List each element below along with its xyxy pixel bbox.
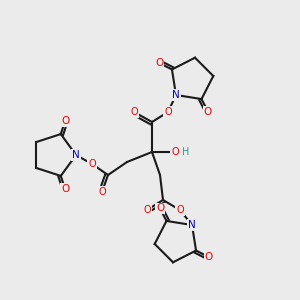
Text: N: N (72, 150, 80, 160)
Text: O: O (156, 203, 164, 214)
Text: O: O (176, 205, 184, 215)
Text: O: O (155, 58, 164, 68)
Text: O: O (130, 107, 138, 117)
Text: N: N (188, 220, 196, 230)
Text: O: O (61, 184, 69, 194)
Text: O: O (143, 205, 151, 215)
Text: O: O (98, 187, 106, 197)
Text: O: O (171, 147, 179, 157)
Text: O: O (88, 159, 96, 169)
Text: O: O (164, 107, 172, 117)
Text: O: O (204, 252, 213, 262)
Text: O: O (204, 106, 212, 116)
Text: H: H (182, 147, 190, 157)
Text: N: N (172, 90, 180, 100)
Text: O: O (61, 116, 69, 126)
